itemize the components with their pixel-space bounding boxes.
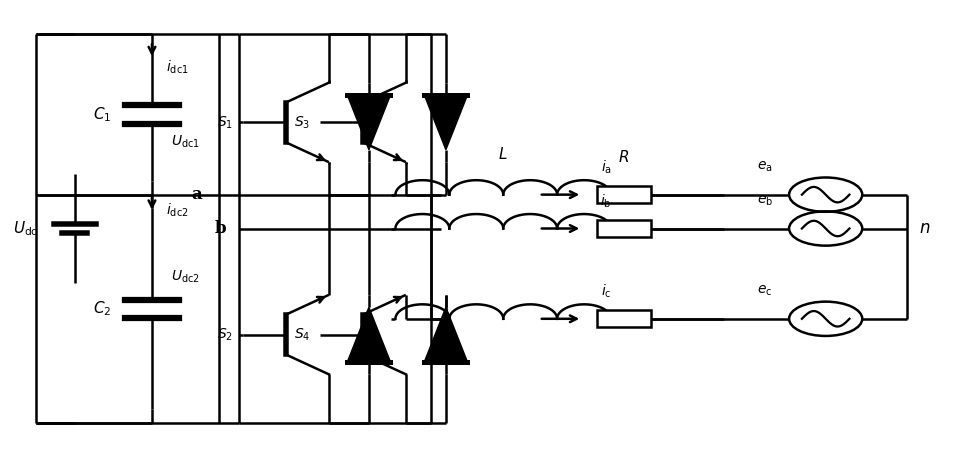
Polygon shape bbox=[348, 307, 390, 362]
Polygon shape bbox=[348, 95, 390, 150]
Text: $U_{\rm dc1}$: $U_{\rm dc1}$ bbox=[171, 133, 200, 150]
Bar bbox=[596, 220, 650, 237]
Text: $U_{\rm dc}$: $U_{\rm dc}$ bbox=[14, 219, 39, 238]
Text: $R$: $R$ bbox=[618, 149, 629, 165]
Polygon shape bbox=[424, 95, 468, 150]
Bar bbox=[596, 186, 650, 203]
Text: $n$: $n$ bbox=[919, 220, 930, 237]
Text: $L$: $L$ bbox=[499, 146, 508, 162]
Bar bbox=[596, 310, 650, 327]
Text: $S_1$: $S_1$ bbox=[218, 114, 233, 131]
Text: $e_{\rm c}$: $e_{\rm c}$ bbox=[757, 284, 772, 298]
Text: c: c bbox=[440, 310, 451, 327]
Text: $i_{\rm b}$: $i_{\rm b}$ bbox=[600, 192, 612, 210]
Text: $C_1$: $C_1$ bbox=[93, 105, 111, 124]
Text: $S_4$: $S_4$ bbox=[294, 326, 311, 343]
Polygon shape bbox=[424, 307, 468, 362]
Text: $U_{\rm dc2}$: $U_{\rm dc2}$ bbox=[171, 269, 200, 285]
Text: $e_{\rm a}$: $e_{\rm a}$ bbox=[757, 159, 772, 174]
Text: a: a bbox=[192, 186, 202, 203]
Text: $i_{\rm a}$: $i_{\rm a}$ bbox=[601, 158, 612, 175]
Text: $e_{\rm b}$: $e_{\rm b}$ bbox=[757, 193, 773, 208]
Text: $C_2$: $C_2$ bbox=[93, 299, 111, 318]
Text: b: b bbox=[215, 220, 227, 237]
Text: $S_2$: $S_2$ bbox=[218, 326, 233, 343]
Text: $S_3$: $S_3$ bbox=[294, 114, 311, 131]
Text: $i_{\rm dc1}$: $i_{\rm dc1}$ bbox=[166, 59, 189, 76]
Text: $i_{\rm dc2}$: $i_{\rm dc2}$ bbox=[166, 202, 189, 219]
Text: $i_{\rm c}$: $i_{\rm c}$ bbox=[601, 282, 612, 300]
